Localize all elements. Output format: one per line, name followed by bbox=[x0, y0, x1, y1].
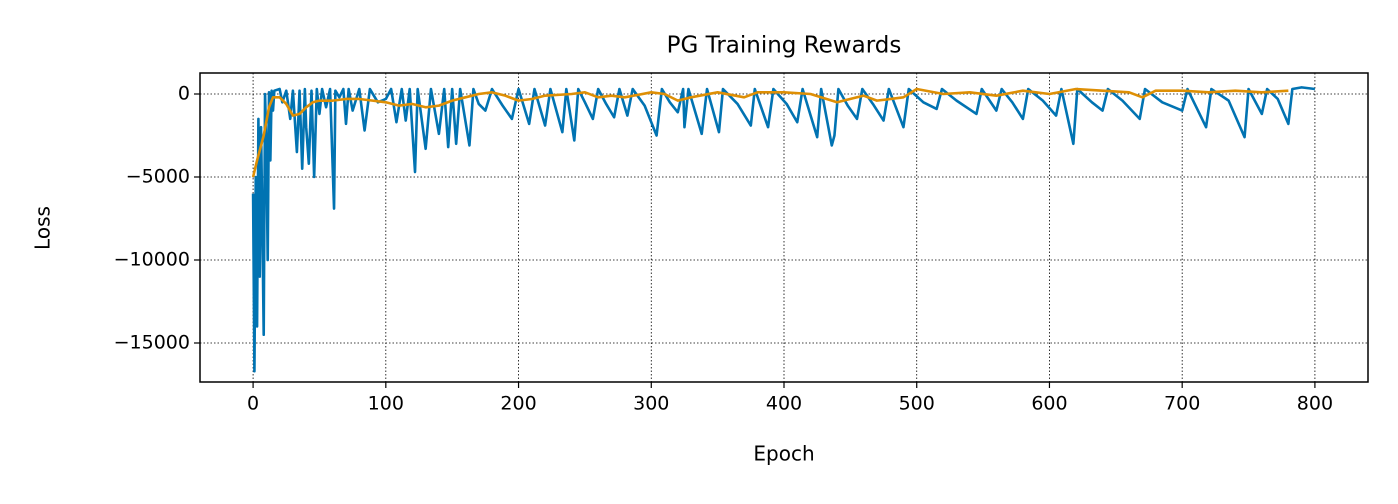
x-tick-label: 500 bbox=[899, 393, 935, 415]
chart-title: PG Training Rewards bbox=[667, 33, 902, 59]
y-tick-label: −15000 bbox=[114, 331, 190, 353]
x-tick-label: 800 bbox=[1297, 393, 1333, 415]
y-tick-label: −5000 bbox=[126, 165, 190, 187]
y-tick-label: −10000 bbox=[114, 248, 190, 270]
series-line bbox=[251, 87, 1289, 178]
x-tick-label: 300 bbox=[633, 393, 669, 415]
x-tick-label: 0 bbox=[247, 393, 259, 415]
x-tick-label: 400 bbox=[766, 393, 802, 415]
y-tick-label: 0 bbox=[178, 82, 190, 104]
x-tick-label: 700 bbox=[1164, 393, 1200, 415]
x-tick-label: 200 bbox=[500, 393, 536, 415]
x-tick-label: 100 bbox=[368, 393, 404, 415]
x-axis-label: Epoch bbox=[753, 442, 814, 466]
x-tick-label: 600 bbox=[1031, 393, 1067, 415]
y-axis-label: Loss bbox=[31, 206, 55, 250]
plot-frame bbox=[199, 72, 1369, 383]
